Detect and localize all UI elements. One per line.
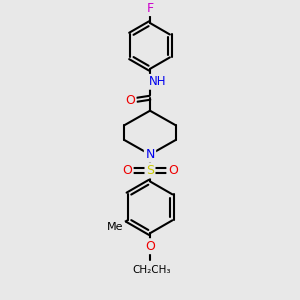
Text: O: O: [145, 240, 155, 253]
Text: O: O: [122, 164, 132, 177]
Text: S: S: [146, 164, 154, 177]
Text: O: O: [168, 164, 178, 177]
Text: N: N: [145, 148, 155, 161]
Text: NH: NH: [149, 75, 167, 88]
Text: F: F: [146, 2, 154, 15]
Text: CH₂CH₃: CH₂CH₃: [133, 265, 171, 275]
Text: Me: Me: [107, 222, 124, 232]
Text: O: O: [125, 94, 135, 107]
